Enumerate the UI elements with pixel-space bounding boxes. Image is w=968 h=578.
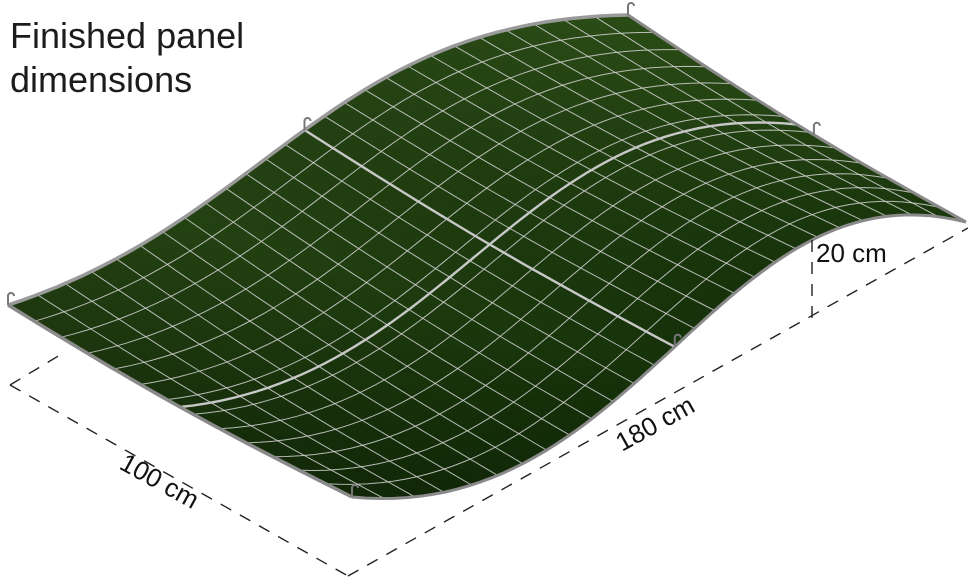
length-dimension-line bbox=[347, 227, 968, 577]
hook-clip bbox=[351, 484, 359, 497]
width-dimension-end-cap bbox=[9, 354, 61, 386]
hook-clip bbox=[673, 333, 682, 347]
panel-shading bbox=[8, 15, 966, 499]
front-edge-rod bbox=[351, 213, 967, 501]
hook-clip bbox=[812, 121, 821, 135]
height-dimension-label: 20 cm bbox=[816, 238, 887, 268]
dimension-lines bbox=[9, 227, 968, 577]
hook-clip bbox=[627, 2, 635, 15]
left-edge-rod bbox=[7, 303, 353, 499]
diagram-title-line-1: Finished panel bbox=[10, 15, 245, 56]
width-dimension-label: 100 cm bbox=[115, 447, 204, 515]
diagram-title: Finished panel dimensions bbox=[10, 14, 244, 102]
hook-clip bbox=[303, 117, 312, 130]
curved-panel bbox=[7, 2, 967, 501]
right-edge-rod bbox=[627, 13, 967, 224]
center-seam-crosswise bbox=[303, 128, 676, 348]
length-dimension-label: 180 cm bbox=[610, 390, 699, 458]
hook-clip bbox=[7, 292, 15, 305]
diagram-title-line-2: dimensions bbox=[10, 59, 193, 100]
